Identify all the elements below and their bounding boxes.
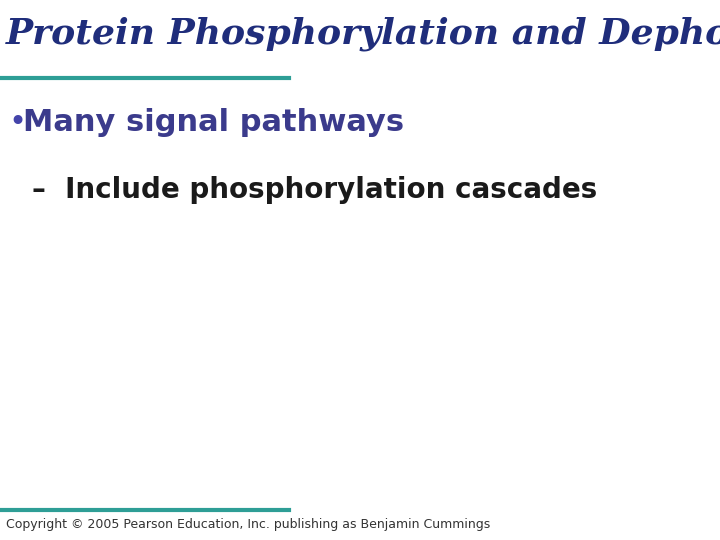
Text: –  Include phosphorylation cascades: – Include phosphorylation cascades	[32, 176, 597, 204]
Text: •: •	[9, 108, 27, 137]
Text: Copyright © 2005 Pearson Education, Inc. publishing as Benjamin Cummings: Copyright © 2005 Pearson Education, Inc.…	[6, 518, 490, 531]
Text: Protein Phosphorylation and Dephosphorylation: Protein Phosphorylation and Dephosphoryl…	[6, 16, 720, 51]
Text: Many signal pathways: Many signal pathways	[23, 108, 404, 137]
